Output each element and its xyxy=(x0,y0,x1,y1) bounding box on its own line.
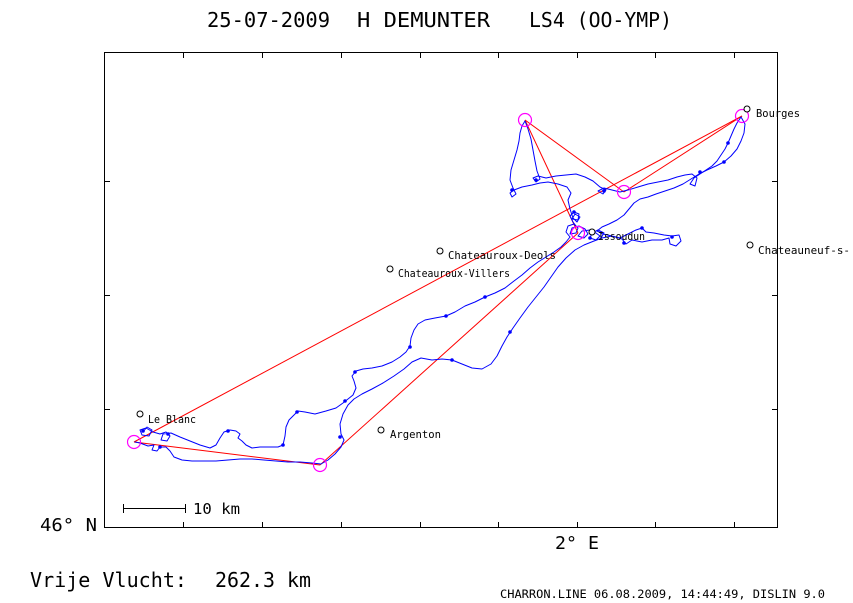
track-fix-dot xyxy=(588,236,592,240)
town-label: Chateauroux-Villers xyxy=(398,267,510,280)
track-fix-dot xyxy=(670,235,674,239)
town-issoudun: Issoudun xyxy=(588,228,645,243)
track-fix-dot xyxy=(408,345,412,349)
task-leg xyxy=(319,232,579,466)
town-label: Le Blanc xyxy=(148,413,196,426)
flight-track-segment xyxy=(320,240,595,465)
track-fix-dot xyxy=(508,330,512,334)
title-pilot: H DEMUNTER xyxy=(357,8,491,32)
town-chateauneuf: Chateauneuf-s- xyxy=(746,241,850,257)
track-fix-dot xyxy=(353,370,357,374)
free-flight-label: Vrije Vlucht: xyxy=(30,568,187,592)
longitude-label: 2° E xyxy=(555,533,599,554)
flight-track-segment xyxy=(509,120,574,219)
track-fix-dot xyxy=(640,226,644,230)
title-date: 25-07-2009 xyxy=(207,8,330,32)
turnpoint-marker xyxy=(570,225,586,241)
town-chateauroux-villers: Chateauroux-Villers xyxy=(386,265,510,280)
track-fix-dot xyxy=(281,443,285,447)
scale-bar: 10 km xyxy=(123,500,240,518)
turnpoint-marker xyxy=(734,108,750,124)
task-leg xyxy=(623,115,743,193)
town-marker xyxy=(386,265,394,273)
track-fix-dot xyxy=(338,435,342,439)
town-argenton: Argenton xyxy=(377,426,441,441)
flight-track-segment xyxy=(524,116,742,195)
turnpoint-marker xyxy=(616,184,632,200)
track-fix-dot xyxy=(534,178,538,182)
flight-track-segment xyxy=(134,441,322,465)
track-fix-dot xyxy=(726,141,730,145)
town-marker xyxy=(377,426,385,434)
footer-info: CHARRON.LINE 06.08.2009, 14:44:49, DISLI… xyxy=(500,587,825,601)
town-le-blanc: Le Blanc xyxy=(136,410,196,426)
turnpoint-marker xyxy=(517,112,533,128)
track-fix-dot xyxy=(698,170,702,174)
town-bourges: Bourges xyxy=(743,105,800,120)
town-chateauroux-deols: Chateauroux-Deols xyxy=(436,247,556,262)
flight-track-segment xyxy=(569,211,581,227)
track-fix-dot xyxy=(444,314,448,318)
town-marker xyxy=(436,247,444,255)
title: 25-07-2009 H DEMUNTER LS4 (OO-YMP) xyxy=(207,8,672,32)
title-glider: LS4 (OO-YMP) xyxy=(529,8,672,32)
town-marker xyxy=(136,410,144,418)
track-fix-dot xyxy=(483,295,487,299)
town-label: Chateauneuf-s- xyxy=(758,244,850,257)
flight-track-segment xyxy=(593,116,746,247)
town-marker xyxy=(588,228,596,236)
track-fix-dot xyxy=(226,429,230,433)
town-marker xyxy=(743,105,751,113)
track-fix-dot xyxy=(166,432,170,436)
town-label: Chateauroux-Deols xyxy=(448,249,556,262)
flight-track xyxy=(134,116,746,465)
track-fix-dot xyxy=(450,358,454,362)
task-leg xyxy=(524,119,625,193)
turnpoint-marker xyxy=(126,434,142,450)
track-fix-dot xyxy=(158,445,162,449)
town-label: Issoudun xyxy=(598,230,645,243)
turnpoints xyxy=(126,108,750,473)
town-label: Argenton xyxy=(390,428,441,441)
task-leg xyxy=(133,115,743,443)
track-fix-dot xyxy=(295,410,299,414)
map-frame xyxy=(104,52,778,528)
scale-bar-label: 10 km xyxy=(193,500,240,518)
track-fix-dot xyxy=(602,189,606,193)
track-fix-dot xyxy=(343,399,347,403)
town-label: Bourges xyxy=(756,107,800,120)
task-route xyxy=(133,115,743,466)
flight-track-segment xyxy=(139,236,571,449)
axis-ticks xyxy=(104,52,778,528)
track-fixes xyxy=(141,141,730,449)
track-fix-dot xyxy=(622,241,626,245)
turnpoint-marker xyxy=(312,457,328,473)
track-fix-dot xyxy=(510,188,514,192)
track-fix-dot xyxy=(572,210,576,214)
track-fix-dot xyxy=(141,429,145,433)
town-marker xyxy=(746,241,754,249)
latitude-label: 46° N xyxy=(40,515,97,536)
task-leg xyxy=(133,441,321,466)
track-fix-dot xyxy=(722,160,726,164)
free-flight-distance: 262.3 km xyxy=(215,568,311,592)
